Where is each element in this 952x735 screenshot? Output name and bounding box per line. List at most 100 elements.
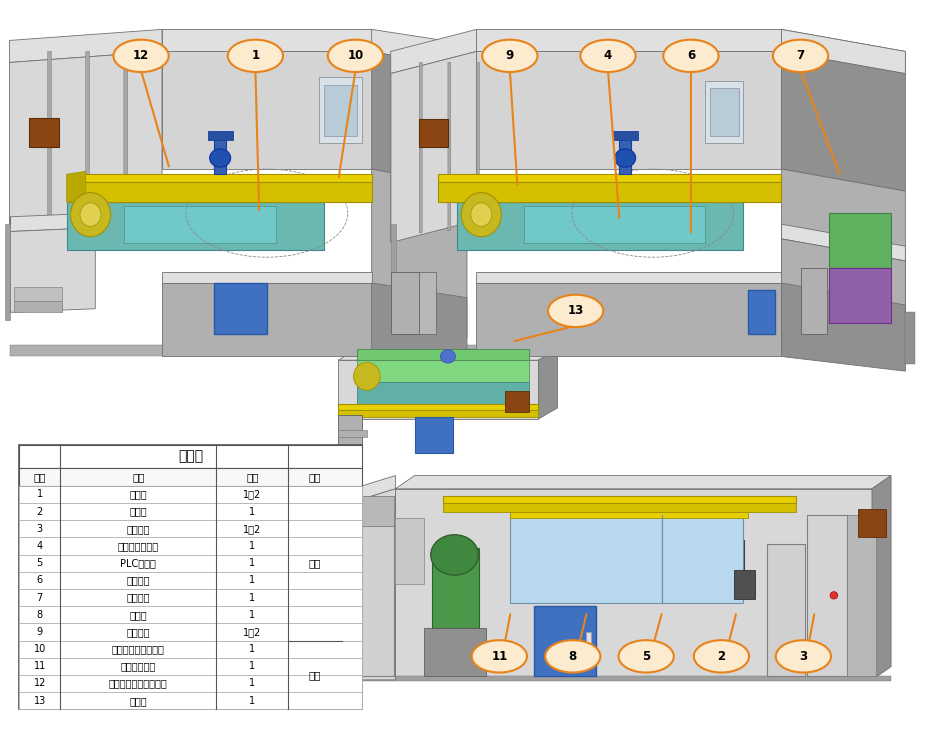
Text: 焊接电源: 焊接电源 — [127, 524, 149, 534]
Polygon shape — [10, 345, 466, 356]
Text: 8: 8 — [36, 610, 43, 620]
Polygon shape — [371, 169, 466, 338]
FancyBboxPatch shape — [414, 417, 452, 453]
Text: 1: 1 — [249, 696, 255, 706]
FancyBboxPatch shape — [747, 290, 774, 334]
Text: 12: 12 — [33, 678, 46, 689]
FancyBboxPatch shape — [619, 134, 630, 174]
Ellipse shape — [693, 640, 748, 673]
Ellipse shape — [545, 640, 600, 673]
Ellipse shape — [663, 40, 718, 72]
FancyBboxPatch shape — [509, 514, 662, 603]
FancyBboxPatch shape — [390, 272, 419, 334]
Polygon shape — [390, 345, 904, 356]
Text: 1或2: 1或2 — [243, 627, 261, 637]
Polygon shape — [476, 29, 781, 51]
Ellipse shape — [829, 592, 837, 599]
Polygon shape — [457, 202, 743, 250]
FancyBboxPatch shape — [19, 589, 362, 606]
Text: 1: 1 — [36, 490, 43, 499]
FancyBboxPatch shape — [19, 445, 362, 468]
FancyBboxPatch shape — [431, 548, 479, 628]
Polygon shape — [443, 496, 795, 503]
Text: 9: 9 — [36, 627, 43, 637]
Text: 倾翻变位机部分: 倾翻变位机部分 — [118, 541, 159, 551]
FancyBboxPatch shape — [800, 268, 826, 334]
FancyBboxPatch shape — [324, 85, 357, 136]
FancyBboxPatch shape — [533, 606, 595, 676]
FancyBboxPatch shape — [214, 134, 226, 174]
Ellipse shape — [614, 148, 635, 168]
Text: 副操作盒（触摸屏）: 副操作盒（触摸屏） — [111, 644, 165, 654]
Ellipse shape — [470, 203, 491, 226]
Text: 4: 4 — [604, 49, 611, 62]
Text: 1: 1 — [249, 541, 255, 551]
Text: 备注: 备注 — [308, 472, 321, 482]
Polygon shape — [338, 404, 538, 410]
Polygon shape — [781, 224, 904, 261]
Ellipse shape — [461, 193, 501, 237]
FancyBboxPatch shape — [19, 623, 362, 640]
Text: 10: 10 — [33, 644, 46, 654]
Ellipse shape — [353, 362, 380, 390]
Text: 7: 7 — [796, 49, 803, 62]
FancyBboxPatch shape — [857, 509, 885, 537]
FancyBboxPatch shape — [766, 544, 804, 676]
Text: 3: 3 — [799, 650, 806, 663]
Polygon shape — [371, 29, 466, 70]
Text: 1: 1 — [249, 678, 255, 689]
Text: 清枪装置: 清枪装置 — [127, 576, 149, 585]
Ellipse shape — [327, 40, 383, 72]
Polygon shape — [14, 287, 62, 301]
Polygon shape — [781, 51, 904, 191]
Polygon shape — [338, 349, 557, 360]
Ellipse shape — [471, 640, 526, 673]
Polygon shape — [781, 169, 904, 345]
Text: 序号: 序号 — [33, 472, 46, 482]
Polygon shape — [357, 349, 528, 360]
Polygon shape — [357, 360, 528, 382]
Text: 8: 8 — [568, 650, 576, 663]
Text: 5: 5 — [36, 558, 43, 568]
FancyBboxPatch shape — [19, 445, 362, 709]
FancyBboxPatch shape — [828, 213, 890, 268]
Polygon shape — [371, 51, 466, 187]
Text: 4: 4 — [36, 541, 43, 551]
Ellipse shape — [547, 295, 603, 327]
Text: 6: 6 — [686, 49, 694, 62]
FancyBboxPatch shape — [505, 391, 528, 412]
Polygon shape — [390, 29, 476, 74]
FancyBboxPatch shape — [828, 268, 890, 323]
FancyBboxPatch shape — [19, 572, 362, 589]
Text: 1: 1 — [249, 506, 255, 517]
FancyBboxPatch shape — [357, 514, 393, 676]
Ellipse shape — [482, 40, 537, 72]
Polygon shape — [476, 62, 479, 229]
FancyBboxPatch shape — [29, 118, 59, 147]
Polygon shape — [781, 29, 904, 74]
FancyBboxPatch shape — [19, 555, 362, 572]
FancyBboxPatch shape — [424, 628, 486, 676]
FancyBboxPatch shape — [319, 77, 362, 143]
Ellipse shape — [580, 40, 635, 72]
Polygon shape — [524, 206, 704, 243]
Text: 变压器: 变压器 — [129, 506, 147, 517]
Polygon shape — [67, 171, 86, 202]
Polygon shape — [904, 312, 914, 364]
Polygon shape — [67, 202, 324, 250]
Polygon shape — [395, 489, 871, 680]
Polygon shape — [871, 476, 890, 680]
Polygon shape — [162, 272, 371, 283]
Ellipse shape — [775, 640, 830, 673]
Polygon shape — [10, 51, 162, 232]
FancyBboxPatch shape — [612, 131, 637, 140]
Polygon shape — [124, 206, 276, 243]
Polygon shape — [14, 301, 62, 312]
FancyBboxPatch shape — [214, 283, 267, 334]
Ellipse shape — [772, 40, 827, 72]
Polygon shape — [371, 283, 466, 368]
Polygon shape — [347, 489, 395, 680]
Polygon shape — [395, 287, 433, 301]
Text: 1: 1 — [249, 610, 255, 620]
FancyBboxPatch shape — [19, 537, 362, 555]
